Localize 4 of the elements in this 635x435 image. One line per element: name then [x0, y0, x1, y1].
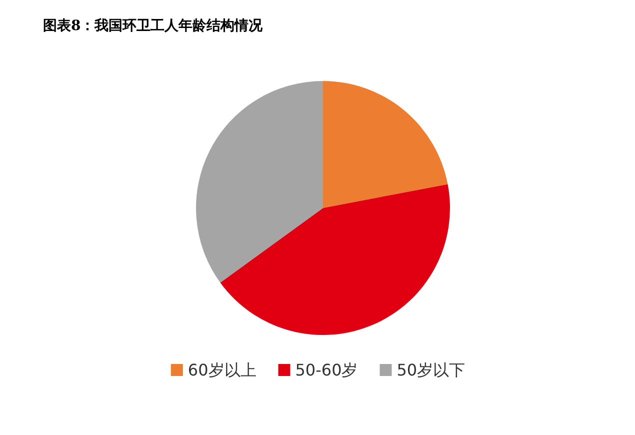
legend-label: 50岁以下 [396, 360, 466, 380]
chart-title: 图表8：我国环卫工人年龄结构情况 [43, 18, 264, 34]
legend-label: 60岁以上 [188, 360, 256, 380]
legend-label: 50-60岁 [295, 360, 358, 380]
